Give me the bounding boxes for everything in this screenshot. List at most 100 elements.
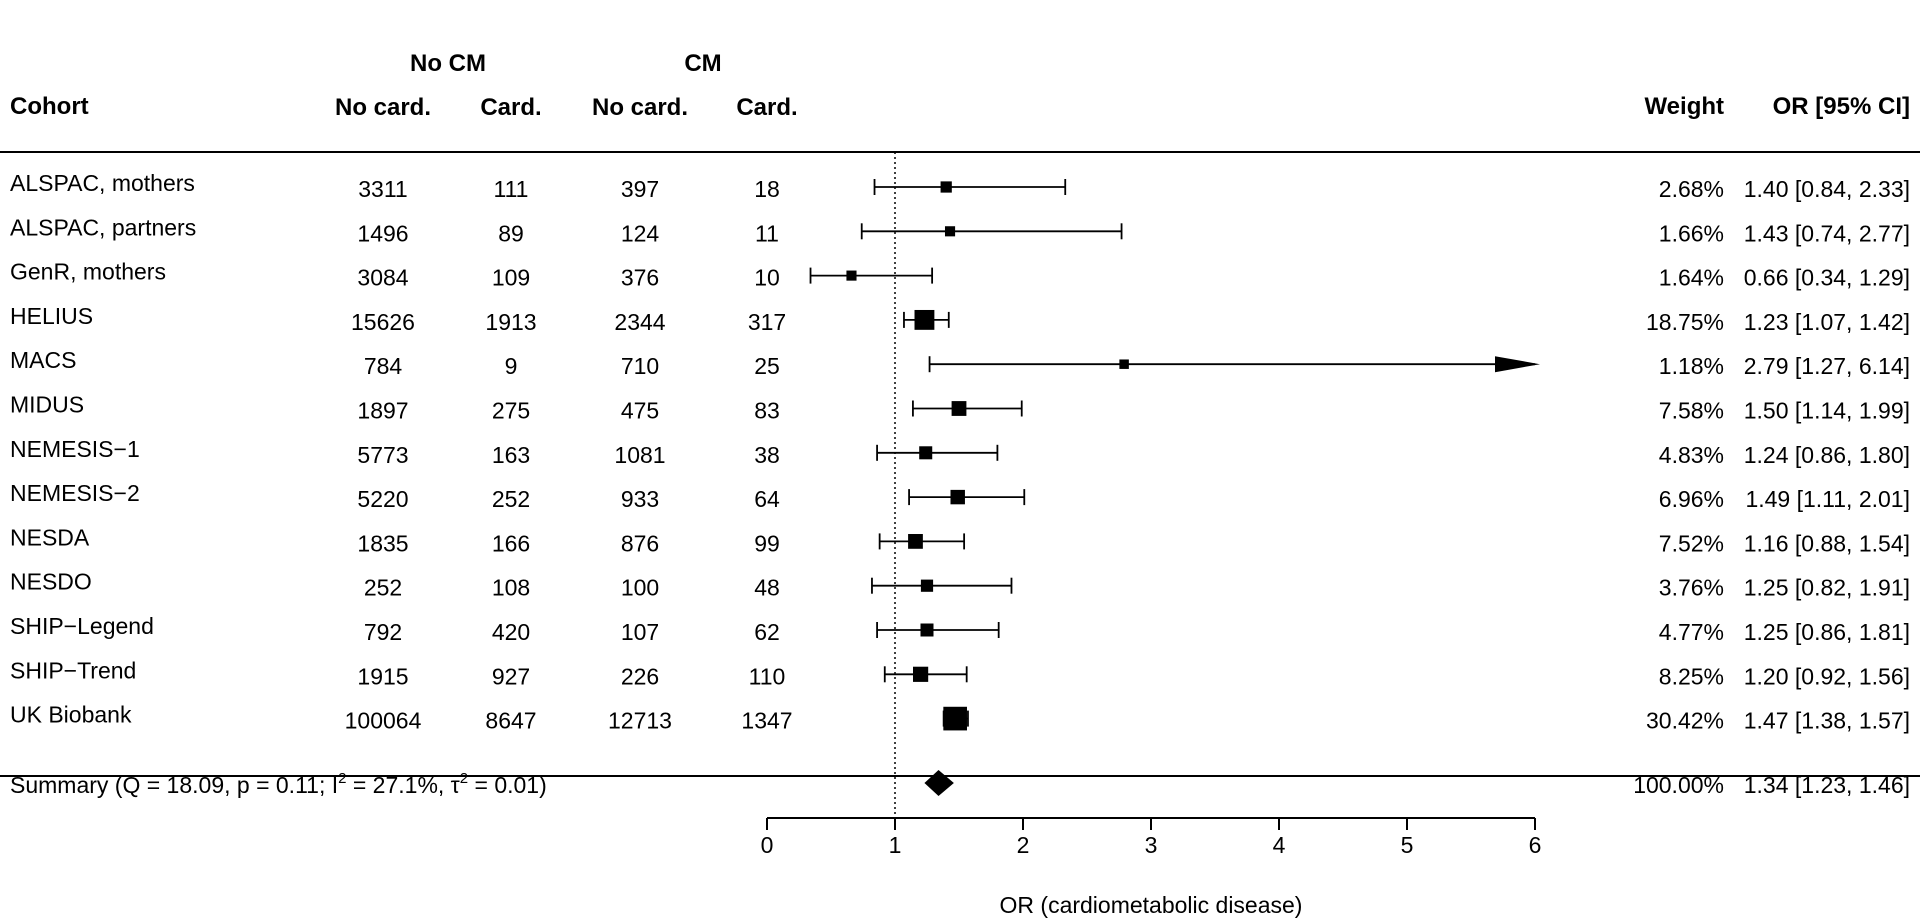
cell-nocm-card: 9 xyxy=(505,353,518,379)
cell-cohort: MACS xyxy=(10,347,76,373)
header-card-2: Card. xyxy=(736,94,797,121)
header-group-no-cm: No CM xyxy=(410,50,486,77)
cell-weight: 1.66% xyxy=(1659,220,1724,246)
cell-cm-card: 25 xyxy=(754,353,780,379)
ci-arrow xyxy=(1495,356,1540,373)
summary-label-sup1: 2 xyxy=(338,770,346,787)
summary-label-prefix: Summary (Q = 18.09, p = 0.11; I xyxy=(10,772,338,798)
header-group-cm: CM xyxy=(684,50,721,77)
point-estimate-square xyxy=(1119,359,1129,369)
header-cohort: Cohort xyxy=(10,93,89,120)
cell-weight: 4.77% xyxy=(1659,619,1724,645)
x-axis: 0 1 2 3 4 5 6 xyxy=(761,817,1541,858)
table-row: ALSPAC, partners 1496 89 124 11 1.66% 1.43 [0.… xyxy=(10,214,1910,246)
summary-label-sup2: 2 xyxy=(460,770,468,787)
cell-cm-nocard: 397 xyxy=(621,176,659,202)
cell-weight: 6.96% xyxy=(1659,486,1724,512)
cell-cm-nocard: 226 xyxy=(621,663,659,689)
x-tick-label: 2 xyxy=(1017,832,1030,858)
cell-cohort: HELIUS xyxy=(10,303,93,329)
cell-weight: 8.25% xyxy=(1659,663,1724,689)
cell-weight: 7.58% xyxy=(1659,398,1724,424)
cell-weight: 7.52% xyxy=(1659,530,1724,556)
header-no-card-2: No card. xyxy=(592,94,688,121)
cell-cohort: ALSPAC, partners xyxy=(10,214,196,240)
cell-nocm-nocard: 5220 xyxy=(357,486,408,512)
cell-nocm-card: 927 xyxy=(492,663,530,689)
summary-or-ci: 1.34 [1.23, 1.46] xyxy=(1744,772,1910,798)
cell-nocm-card: 166 xyxy=(492,530,530,556)
cell-cm-nocard: 1081 xyxy=(614,442,665,468)
cell-cm-card: 64 xyxy=(754,486,780,512)
cell-cm-card: 11 xyxy=(755,220,779,246)
cell-nocm-nocard: 15626 xyxy=(351,309,415,335)
summary-label-middle: = 27.1%, τ xyxy=(346,772,459,798)
cell-nocm-card: 109 xyxy=(492,265,530,291)
point-estimate-square xyxy=(951,401,967,416)
cell-weight: 18.75% xyxy=(1646,309,1724,335)
cell-nocm-card: 420 xyxy=(492,619,530,645)
cell-nocm-nocard: 1835 xyxy=(357,530,408,556)
cell-cm-nocard: 933 xyxy=(621,486,659,512)
point-estimate-square xyxy=(919,446,933,460)
cell-cm-card: 83 xyxy=(754,398,780,424)
cell-cm-nocard: 100 xyxy=(621,575,659,601)
point-estimate-square xyxy=(908,534,923,549)
cell-nocm-nocard: 252 xyxy=(364,575,402,601)
cell-cm-nocard: 12713 xyxy=(608,708,672,734)
cell-nocm-card: 163 xyxy=(492,442,530,468)
cell-cm-card: 1347 xyxy=(741,708,792,734)
cell-cohort: MIDUS xyxy=(10,392,84,418)
cell-cohort: NESDA xyxy=(10,524,90,550)
table-header: No CM CM Cohort No card. Card. No card. … xyxy=(10,50,1910,121)
cell-nocm-card: 89 xyxy=(498,220,524,246)
table-row: NEMESIS−1 5773 163 1081 38 4.83% 1.24 [0.86, 1… xyxy=(10,436,1910,468)
point-estimate-square xyxy=(944,226,956,237)
cell-nocm-nocard: 3084 xyxy=(357,265,408,291)
cell-cm-nocard: 376 xyxy=(621,265,659,291)
cell-cohort: GenR, mothers xyxy=(10,259,166,285)
table-row: MIDUS 1897 275 475 83 7.58% 1.50 [1.14, 1.99] xyxy=(10,392,1910,424)
cell-nocm-card: 111 xyxy=(494,176,529,202)
x-tick-label: 4 xyxy=(1273,832,1286,858)
cell-or-ci: 1.16 [0.88, 1.54] xyxy=(1744,530,1910,556)
cell-nocm-card: 8647 xyxy=(485,708,536,734)
table-row: SHIP−Trend 1915 927 226 110 8.25% 1.20 [0.92, … xyxy=(10,657,1910,689)
table-row: HELIUS 15626 1913 2344 317 18.75% 1.23 [1.07, … xyxy=(10,303,1910,335)
cell-or-ci: 1.47 [1.38, 1.57] xyxy=(1744,708,1910,734)
cell-or-ci: 1.40 [0.84, 2.33] xyxy=(1744,176,1910,202)
cell-weight: 2.68% xyxy=(1659,176,1724,202)
x-tick-label: 0 xyxy=(761,832,774,858)
cell-cm-card: 10 xyxy=(754,265,780,291)
summary-label: Summary (Q = 18.09, p = 0.11; I2 = 27.1%… xyxy=(10,770,547,798)
cell-weight: 3.76% xyxy=(1659,575,1724,601)
header-card-1: Card. xyxy=(480,94,541,121)
cell-cohort: SHIP−Legend xyxy=(10,613,154,639)
table-row: NEMESIS−2 5220 252 933 64 6.96% 1.49 [1.11, 2.… xyxy=(10,480,1910,512)
cell-cm-card: 48 xyxy=(754,575,780,601)
table-row: GenR, mothers 3084 109 376 10 1.64% 0.66 [0.34… xyxy=(10,259,1910,291)
x-tick-label: 1 xyxy=(889,832,902,858)
cell-nocm-nocard: 100064 xyxy=(345,708,422,734)
cell-cm-nocard: 475 xyxy=(621,398,659,424)
cell-nocm-card: 1913 xyxy=(485,309,536,335)
cell-cohort: ALSPAC, mothers xyxy=(10,170,195,196)
table-row: SHIP−Legend 792 420 107 62 4.77% 1.25 [0.86, 1… xyxy=(10,613,1910,645)
cell-or-ci: 1.43 [0.74, 2.77] xyxy=(1744,220,1910,246)
summary-diamond xyxy=(924,770,954,796)
cell-nocm-nocard: 1496 xyxy=(357,220,408,246)
table-row: UK Biobank 100064 8647 12713 1347 30.42% 1.47 … xyxy=(10,702,1910,734)
cell-cm-card: 38 xyxy=(754,442,780,468)
cell-or-ci: 1.23 [1.07, 1.42] xyxy=(1744,309,1910,335)
cell-nocm-nocard: 5773 xyxy=(357,442,408,468)
point-estimate-square xyxy=(950,489,965,505)
cell-nocm-nocard: 792 xyxy=(364,619,402,645)
cell-cm-card: 99 xyxy=(754,530,780,556)
header-weight: Weight xyxy=(1644,93,1724,120)
cell-cm-nocard: 2344 xyxy=(614,309,665,335)
cell-nocm-nocard: 1915 xyxy=(357,663,408,689)
cell-or-ci: 1.50 [1.14, 1.99] xyxy=(1744,398,1910,424)
cell-weight: 1.18% xyxy=(1659,353,1724,379)
x-tick-label: 3 xyxy=(1145,832,1158,858)
point-estimate-square xyxy=(846,270,857,281)
